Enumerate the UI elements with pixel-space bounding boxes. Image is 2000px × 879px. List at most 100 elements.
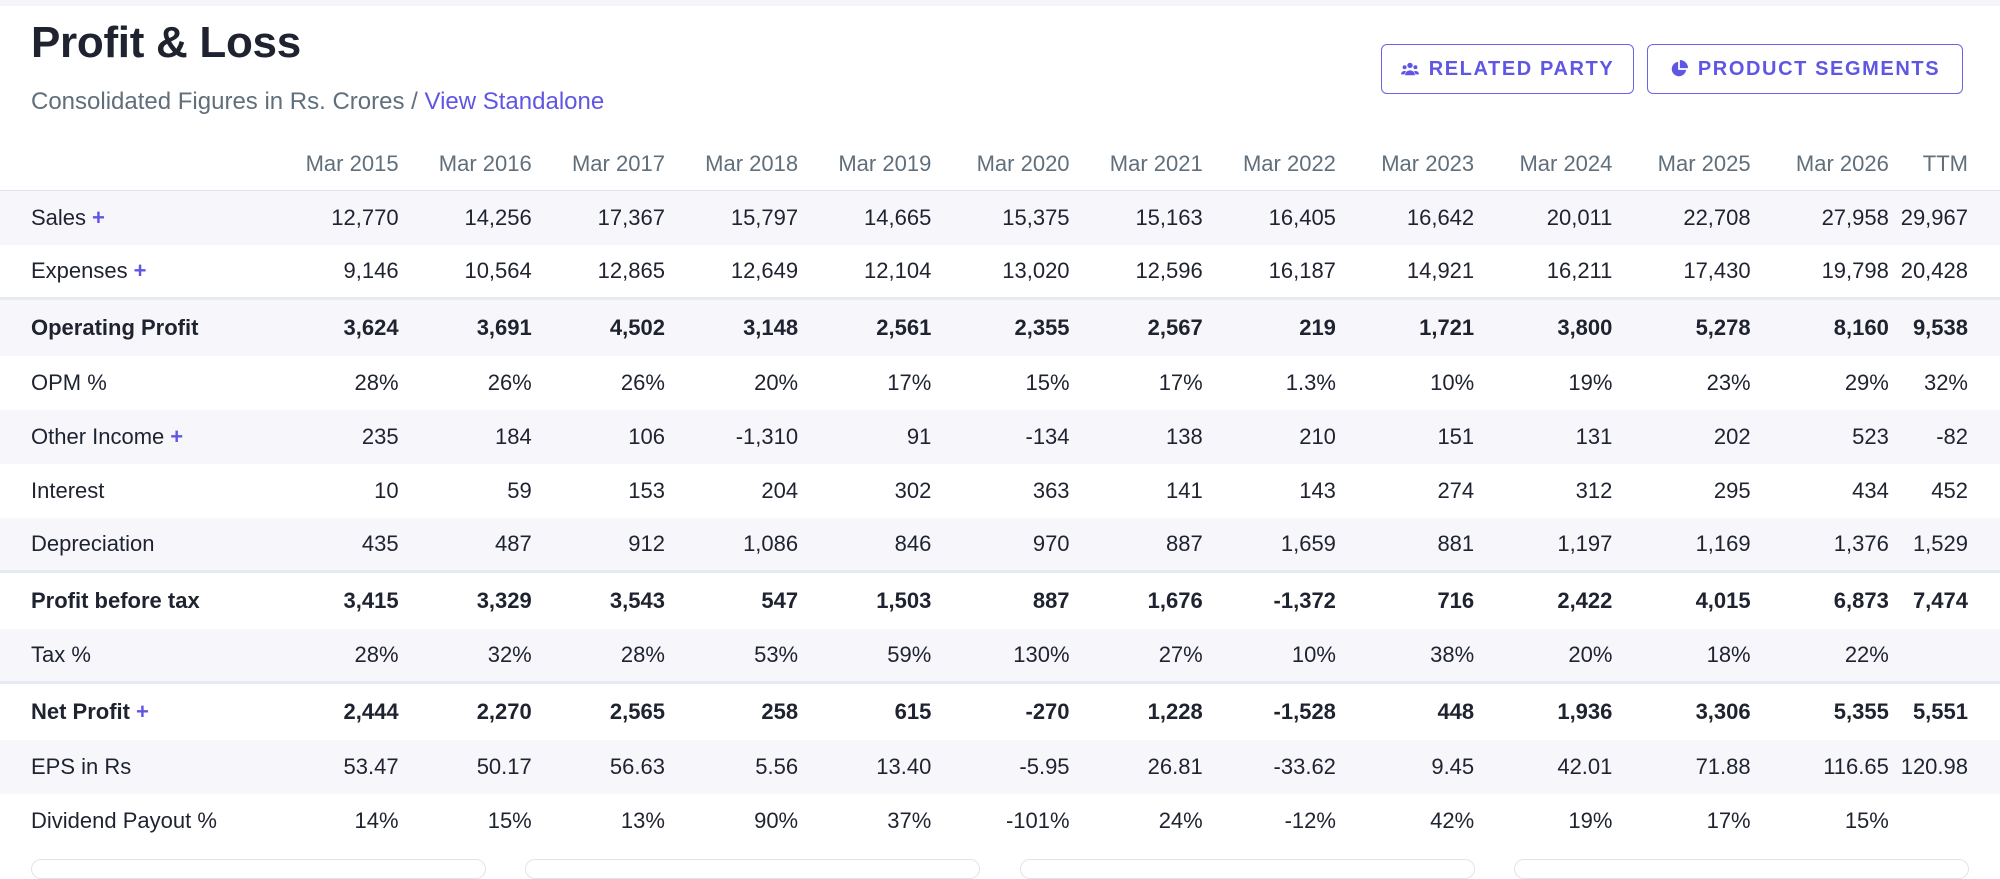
table-cell: 71.88 <box>1695 753 1751 779</box>
table-cell: 184 <box>495 423 532 449</box>
expand-plus-icon[interactable]: + <box>92 204 105 230</box>
row-label-text: Interest <box>31 477 105 503</box>
table-cell: 12,104 <box>864 257 932 283</box>
table-cell: 13,020 <box>1002 257 1070 283</box>
table-row: Dividend Payout % 14% 15% 13% 90% 37% -101% 24%… <box>0 794 2000 848</box>
row-label-text: Tax % <box>31 641 91 667</box>
table-cell: -1,372 <box>1273 587 1336 613</box>
row-label[interactable]: Expenses + <box>0 245 265 299</box>
table-cell: 15,375 <box>1002 204 1070 230</box>
table-cell: 5,551 <box>1912 698 1968 724</box>
product-segments-button[interactable]: PRODUCT SEGMENTS <box>1647 44 1963 94</box>
table-cell: 12,770 <box>331 204 399 230</box>
table-cell: 32% <box>487 641 532 667</box>
table-row: Net Profit +2,444 2,270 2,565 258 615 -270 1,22… <box>0 682 2000 740</box>
table-cell: 1,376 <box>1833 530 1889 556</box>
row-label-text: Operating Profit <box>31 314 199 340</box>
table-row: Expenses +9,146 10,564 12,865 12,649 12,104 13… <box>0 245 2000 299</box>
table-cell: 2,422 <box>1557 587 1613 613</box>
related-party-button[interactable]: RELATED PARTY <box>1381 44 1634 94</box>
table-cell: 2,444 <box>343 698 399 724</box>
table-cell: 153 <box>628 477 665 503</box>
table-cell: 2,567 <box>1147 314 1203 340</box>
table-cell: 6,873 <box>1833 587 1889 613</box>
table-cell: 219 <box>1299 314 1336 340</box>
table-cell: 16,405 <box>1268 204 1336 230</box>
table-cell: 28% <box>354 369 399 395</box>
expand-plus-icon[interactable]: + <box>133 257 147 283</box>
table-cell: 116.65 <box>1823 753 1889 779</box>
table-cell: 10% <box>1430 369 1475 395</box>
table-cell: 8,160 <box>1833 314 1889 340</box>
table-cell: 20% <box>754 369 799 395</box>
row-label-text: EPS in Rs <box>31 753 132 779</box>
table-cell: 15,163 <box>1135 204 1203 230</box>
row-label[interactable]: Net Profit + <box>0 683 265 740</box>
table-cell: 3,148 <box>743 314 799 340</box>
table-cell: 17% <box>1706 807 1751 833</box>
row-label[interactable]: Other Income + <box>0 410 265 464</box>
row-label-text: Sales <box>31 204 87 230</box>
table-cell: -12% <box>1284 807 1336 833</box>
bottom-card <box>1020 859 1475 879</box>
table-cell: -101% <box>1005 807 1070 833</box>
row-label-text: Profit before tax <box>31 587 200 613</box>
header-label-cell <box>0 138 266 191</box>
table-cell: 4,015 <box>1695 587 1751 613</box>
expand-plus-icon[interactable]: + <box>136 698 149 724</box>
table-cell: 615 <box>894 698 932 724</box>
row-label-text: Dividend Payout % <box>31 807 217 833</box>
table-cell: 204 <box>761 477 799 503</box>
table-cell: 17,430 <box>1683 257 1751 283</box>
table-cell: 1.3% <box>1285 369 1336 395</box>
table-cell: 16,187 <box>1268 257 1336 283</box>
row-label: Operating Profit <box>0 299 265 356</box>
table-cell: 22% <box>1844 641 1889 667</box>
table-cell: 3,624 <box>343 314 399 340</box>
table-cell: 15% <box>487 807 532 833</box>
table-cell: -33.62 <box>1273 753 1336 779</box>
table-cell: 970 <box>1032 530 1070 556</box>
expand-plus-icon[interactable]: + <box>170 423 184 449</box>
row-label-text: Other Income <box>31 423 165 449</box>
table-cell: 1,721 <box>1419 314 1475 340</box>
table-cell: 53% <box>754 641 799 667</box>
row-label: Dividend Payout % <box>0 794 265 848</box>
row-label[interactable]: Sales + <box>0 191 265 245</box>
pie-chart-icon <box>1671 60 1688 77</box>
table-cell: 53.47 <box>343 753 399 779</box>
row-label: Depreciation <box>0 518 265 572</box>
table-cell: 1,086 <box>743 530 799 556</box>
table-cell: 4,502 <box>609 314 665 340</box>
table-cell: 202 <box>1713 423 1751 449</box>
table-cell: 10% <box>1291 641 1336 667</box>
column-header: Mar 2016 <box>398 138 532 191</box>
table-cell: 14,921 <box>1406 257 1475 283</box>
table-cell: 38% <box>1430 641 1475 667</box>
table-cell: 235 <box>361 423 399 449</box>
table-cell: 20% <box>1568 641 1613 667</box>
table-cell: 9,538 <box>1912 314 1968 340</box>
column-header: Mar 2023 <box>1335 138 1475 191</box>
table-cell: 9,146 <box>343 257 399 283</box>
table-row: Sales +12,770 14,256 17,367 15,797 14,665 15,3… <box>0 190 2000 245</box>
page-subtitle: Consolidated Figures in Rs. Crores / Vie… <box>31 88 604 116</box>
table-row: OPM % 28% 26% 26% 20% 17% 15% 17% 1.3% 10% 19% 23% 2… <box>0 356 2000 410</box>
table-cell: 143 <box>1299 477 1336 503</box>
table-cell: 42% <box>1430 807 1475 833</box>
table-cell: 487 <box>495 530 532 556</box>
table-cell: 5.56 <box>755 753 799 779</box>
table-cell: 26% <box>487 369 532 395</box>
table-cell: 258 <box>761 698 799 724</box>
table-cell: 716 <box>1437 587 1475 613</box>
table-cell: 5,355 <box>1833 698 1889 724</box>
view-standalone-link[interactable]: View Standalone <box>424 88 605 115</box>
table-cell: 887 <box>1032 587 1070 613</box>
table-cell: 42.01 <box>1557 753 1613 779</box>
table-cell: 15,797 <box>730 204 799 230</box>
table-cell: 9.45 <box>1431 753 1475 779</box>
table-cell: -134 <box>1025 423 1070 449</box>
table-cell: 37% <box>887 807 932 833</box>
table-cell: 29% <box>1844 369 1889 395</box>
table-cell: 90% <box>754 807 799 833</box>
